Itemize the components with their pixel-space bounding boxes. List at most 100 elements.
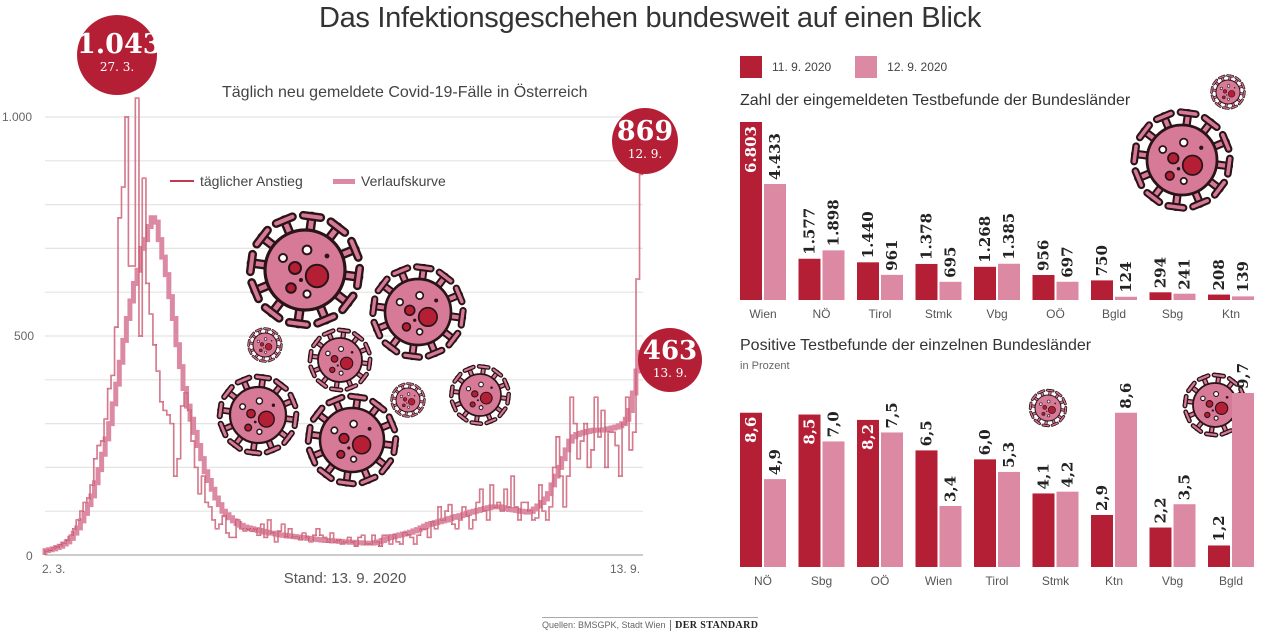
bar-group: 2,9 8,6: [1091, 383, 1137, 567]
category-label: Ktn: [1104, 574, 1123, 588]
bar-group: 1.577 1.898: [798, 199, 845, 300]
x-tick-label: 13. 9.: [610, 562, 641, 576]
bar-12-9: [764, 479, 786, 567]
bar-12-9: [1232, 393, 1254, 567]
category-label: Stmk: [924, 307, 953, 321]
bar-12-9: [998, 471, 1020, 567]
bar-value-label: 961: [883, 240, 901, 271]
y-tick-label: 500: [14, 329, 35, 343]
x-tick-label: 2. 3.: [42, 562, 66, 576]
bar-12-9: [1056, 491, 1079, 567]
bar-11-9: [1149, 292, 1172, 300]
bar-12-9: [764, 184, 786, 300]
category-label: Stmk: [1041, 574, 1070, 588]
category-label: Vbg: [986, 307, 1008, 321]
virus-icon: [390, 382, 426, 418]
legend-label: täglicher Anstieg: [200, 173, 303, 189]
legend-item-daily: täglicher Anstieg: [170, 173, 303, 189]
bar-11-9: [857, 419, 879, 567]
bar-value-label: 8,6: [1117, 383, 1135, 409]
line-chart: [42, 97, 644, 556]
bar-11-9: [1091, 280, 1113, 300]
bar-group: 208 139: [1208, 259, 1254, 300]
bar-11-9: [740, 122, 762, 300]
y-tick-label: 0: [26, 549, 33, 563]
legend-swatch-11-9: [740, 56, 762, 78]
virus-icon: [1028, 388, 1068, 428]
bar-group: 1,2 9,7: [1208, 363, 1254, 567]
bar-value-label: 8,2: [859, 424, 877, 450]
bar-group: 750 124: [1091, 245, 1137, 300]
bar-12-9: [1232, 296, 1254, 300]
bar-11-9: [798, 258, 821, 300]
page-title: Das Infektionsgeschehen bundesweit auf e…: [318, 2, 982, 34]
bar-value-label: 208: [1210, 259, 1228, 290]
bar-value-label: 7,0: [825, 411, 843, 437]
bar-value-label: 1.577: [801, 208, 819, 255]
category-label: Wien: [924, 574, 953, 588]
bar-value-label: 695: [942, 247, 960, 278]
bar-12-9: [881, 274, 903, 300]
bar-value-label: 1.440: [859, 211, 877, 258]
annotation-value: 869: [616, 116, 674, 147]
legend-swatch-12-9: [855, 56, 878, 78]
bar-value-label: 1.385: [1000, 213, 1018, 260]
bar-12-9: [1173, 504, 1196, 567]
legend-item-curve: Verlaufskurve: [333, 173, 446, 189]
legend-swatch-curve: [333, 178, 355, 184]
bar-12-9: [822, 441, 845, 567]
bar-group: 6,0 5,3: [974, 429, 1020, 567]
bar-11-9: [740, 412, 762, 567]
bar-12-9: [1173, 293, 1196, 300]
bar-12-9: [822, 250, 845, 300]
bar-11-9: [798, 414, 821, 567]
annotation-date: 27. 3.: [99, 60, 135, 74]
bar-value-label: 4,9: [766, 449, 784, 475]
bar-11-9: [974, 459, 996, 567]
bar-group: 2,2 3,5: [1149, 474, 1196, 567]
bar-value-label: 1.268: [976, 216, 994, 263]
virus-icon: [247, 327, 283, 363]
bar-group: 8,6 4,9: [740, 412, 786, 567]
category-label: Ktn: [1221, 307, 1240, 321]
bar-group: 1.440 961: [857, 211, 903, 300]
bar-12-9: [939, 506, 962, 567]
bar-11-9: [1208, 294, 1230, 300]
virus-icon: [1130, 108, 1234, 212]
bar-11-9: [1032, 274, 1055, 300]
bar-11-9: [857, 262, 879, 300]
annotation-date: 13. 9.: [652, 366, 688, 380]
bar-group: 4,1 4,2: [1032, 462, 1079, 567]
bar-value-label: 3,5: [1176, 474, 1194, 500]
line-chart-title: Täglich neu gemeldete Covid-19-Fälle in …: [222, 84, 588, 101]
bar-group: 1.378 695: [915, 213, 962, 300]
bar-value-label: 241: [1176, 258, 1194, 289]
legend-swatch-daily: [170, 180, 194, 182]
bar-11-9: [1149, 527, 1172, 567]
virus-icon: [448, 363, 512, 427]
bar-group: 1.268 1.385: [974, 213, 1020, 300]
bar-value-label: 6,0: [976, 429, 994, 455]
bar-group: 6,5 3,4: [915, 420, 962, 567]
y-tick-label: 1.000: [2, 110, 33, 124]
bar-value-label: 4,2: [1059, 462, 1077, 488]
virus-icon: [369, 263, 467, 361]
bar-value-label: 6,5: [918, 420, 936, 446]
bar-value-label: 139: [1234, 261, 1252, 292]
category-label: NÖ: [754, 574, 772, 588]
bar-value-label: 697: [1059, 246, 1077, 277]
category-label: OÖ: [1046, 307, 1065, 321]
bar-value-label: 294: [1152, 257, 1170, 288]
bar-11-9: [1091, 514, 1113, 567]
bar-value-label: 2,2: [1152, 497, 1170, 523]
bar-group: 8,2 7,5: [857, 402, 903, 567]
bar-12-9: [998, 263, 1020, 300]
annotation-value: 463: [642, 336, 698, 366]
bar-11-9: [915, 263, 938, 300]
source-text: Quellen: BMSGPK, Stadt Wien: [542, 620, 666, 630]
bar-value-label: 1,2: [1210, 515, 1228, 541]
category-label: OÖ: [870, 574, 890, 588]
category-label: Tirol: [985, 574, 1009, 588]
